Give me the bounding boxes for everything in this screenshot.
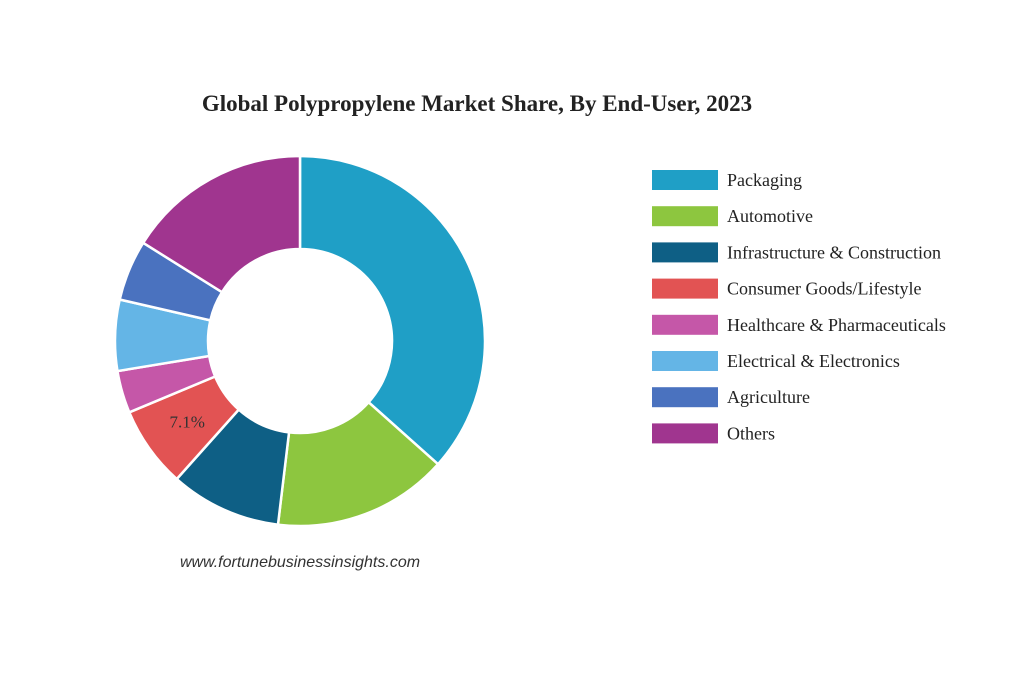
- source: www.fortunebusinessinsights.com: [180, 554, 420, 571]
- legend-swatch: [652, 351, 718, 371]
- slice: [298, 154, 487, 466]
- legend-label: Healthcare & Pharmaceuticals: [727, 315, 946, 335]
- legend-label: Electrical & Electronics: [727, 351, 900, 371]
- legend-label: Infrastructure & Construction: [727, 242, 941, 262]
- slice: [141, 154, 302, 294]
- legend-swatch: [652, 314, 718, 335]
- legend-swatch: [652, 242, 718, 263]
- legend-label: Packaging: [727, 170, 802, 190]
- legend-label: Others: [727, 423, 775, 443]
- chart-title: Global Polypropylene Market Share, By En…: [202, 91, 752, 116]
- legend-label: Automotive: [727, 206, 813, 226]
- legend-swatch: [652, 387, 718, 408]
- legend-swatch: [652, 423, 718, 444]
- data-label: 7.1%: [169, 412, 204, 431]
- legend-swatch: [652, 170, 718, 190]
- legend-label: Agriculture: [727, 387, 810, 407]
- legend-swatch: [652, 278, 718, 299]
- legend-label: Consumer Goods/Lifestyle: [727, 279, 921, 299]
- legend-swatch: [652, 206, 718, 227]
